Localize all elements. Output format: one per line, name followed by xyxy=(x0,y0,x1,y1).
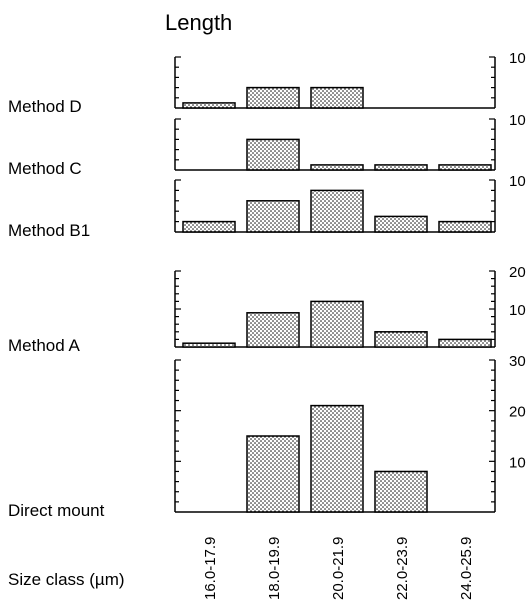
panel-label-direct-mount: Direct mount xyxy=(8,501,105,520)
y-tick-label: 20 xyxy=(509,264,526,281)
y-tick-label: 10 xyxy=(509,302,526,319)
bar xyxy=(438,338,492,348)
y-tick-label: 30 xyxy=(509,353,526,370)
x-tick-label: 24.0-25.9 xyxy=(458,537,475,600)
bar xyxy=(374,331,428,348)
x-tick-label: 22.0-23.9 xyxy=(394,537,411,600)
bar xyxy=(310,86,364,109)
x-tick-label: 18.0-19.9 xyxy=(266,537,283,600)
bar xyxy=(310,404,364,513)
x-tick-label: 16.0-17.9 xyxy=(202,537,219,600)
bar xyxy=(182,102,236,109)
bar xyxy=(182,220,236,233)
bar xyxy=(374,215,428,233)
panel-label-method-d: Method D xyxy=(8,97,82,116)
bar xyxy=(246,200,300,233)
bar xyxy=(182,342,236,348)
panel-label-method-a: Method A xyxy=(8,336,80,355)
bar xyxy=(246,138,300,171)
chart-title: Length xyxy=(165,10,232,35)
bar xyxy=(310,164,364,171)
y-tick-label: 10 xyxy=(509,50,526,67)
bar xyxy=(246,312,300,348)
bar xyxy=(374,470,428,513)
bar xyxy=(246,86,300,109)
x-axis-label: Size class (µm) xyxy=(8,570,125,589)
bar xyxy=(438,164,492,171)
panel-label-method-c: Method C xyxy=(8,159,82,178)
bar xyxy=(246,435,300,513)
bar xyxy=(374,164,428,171)
bar xyxy=(310,189,364,233)
y-tick-label: 10 xyxy=(509,454,526,471)
bar xyxy=(310,300,364,348)
x-tick-label: 20.0-21.9 xyxy=(330,537,347,600)
bar xyxy=(438,220,492,233)
y-tick-label: 10 xyxy=(509,112,526,129)
panel-label-method-b1: Method B1 xyxy=(8,221,90,240)
y-tick-label: 10 xyxy=(509,173,526,190)
y-tick-label: 20 xyxy=(509,404,526,421)
